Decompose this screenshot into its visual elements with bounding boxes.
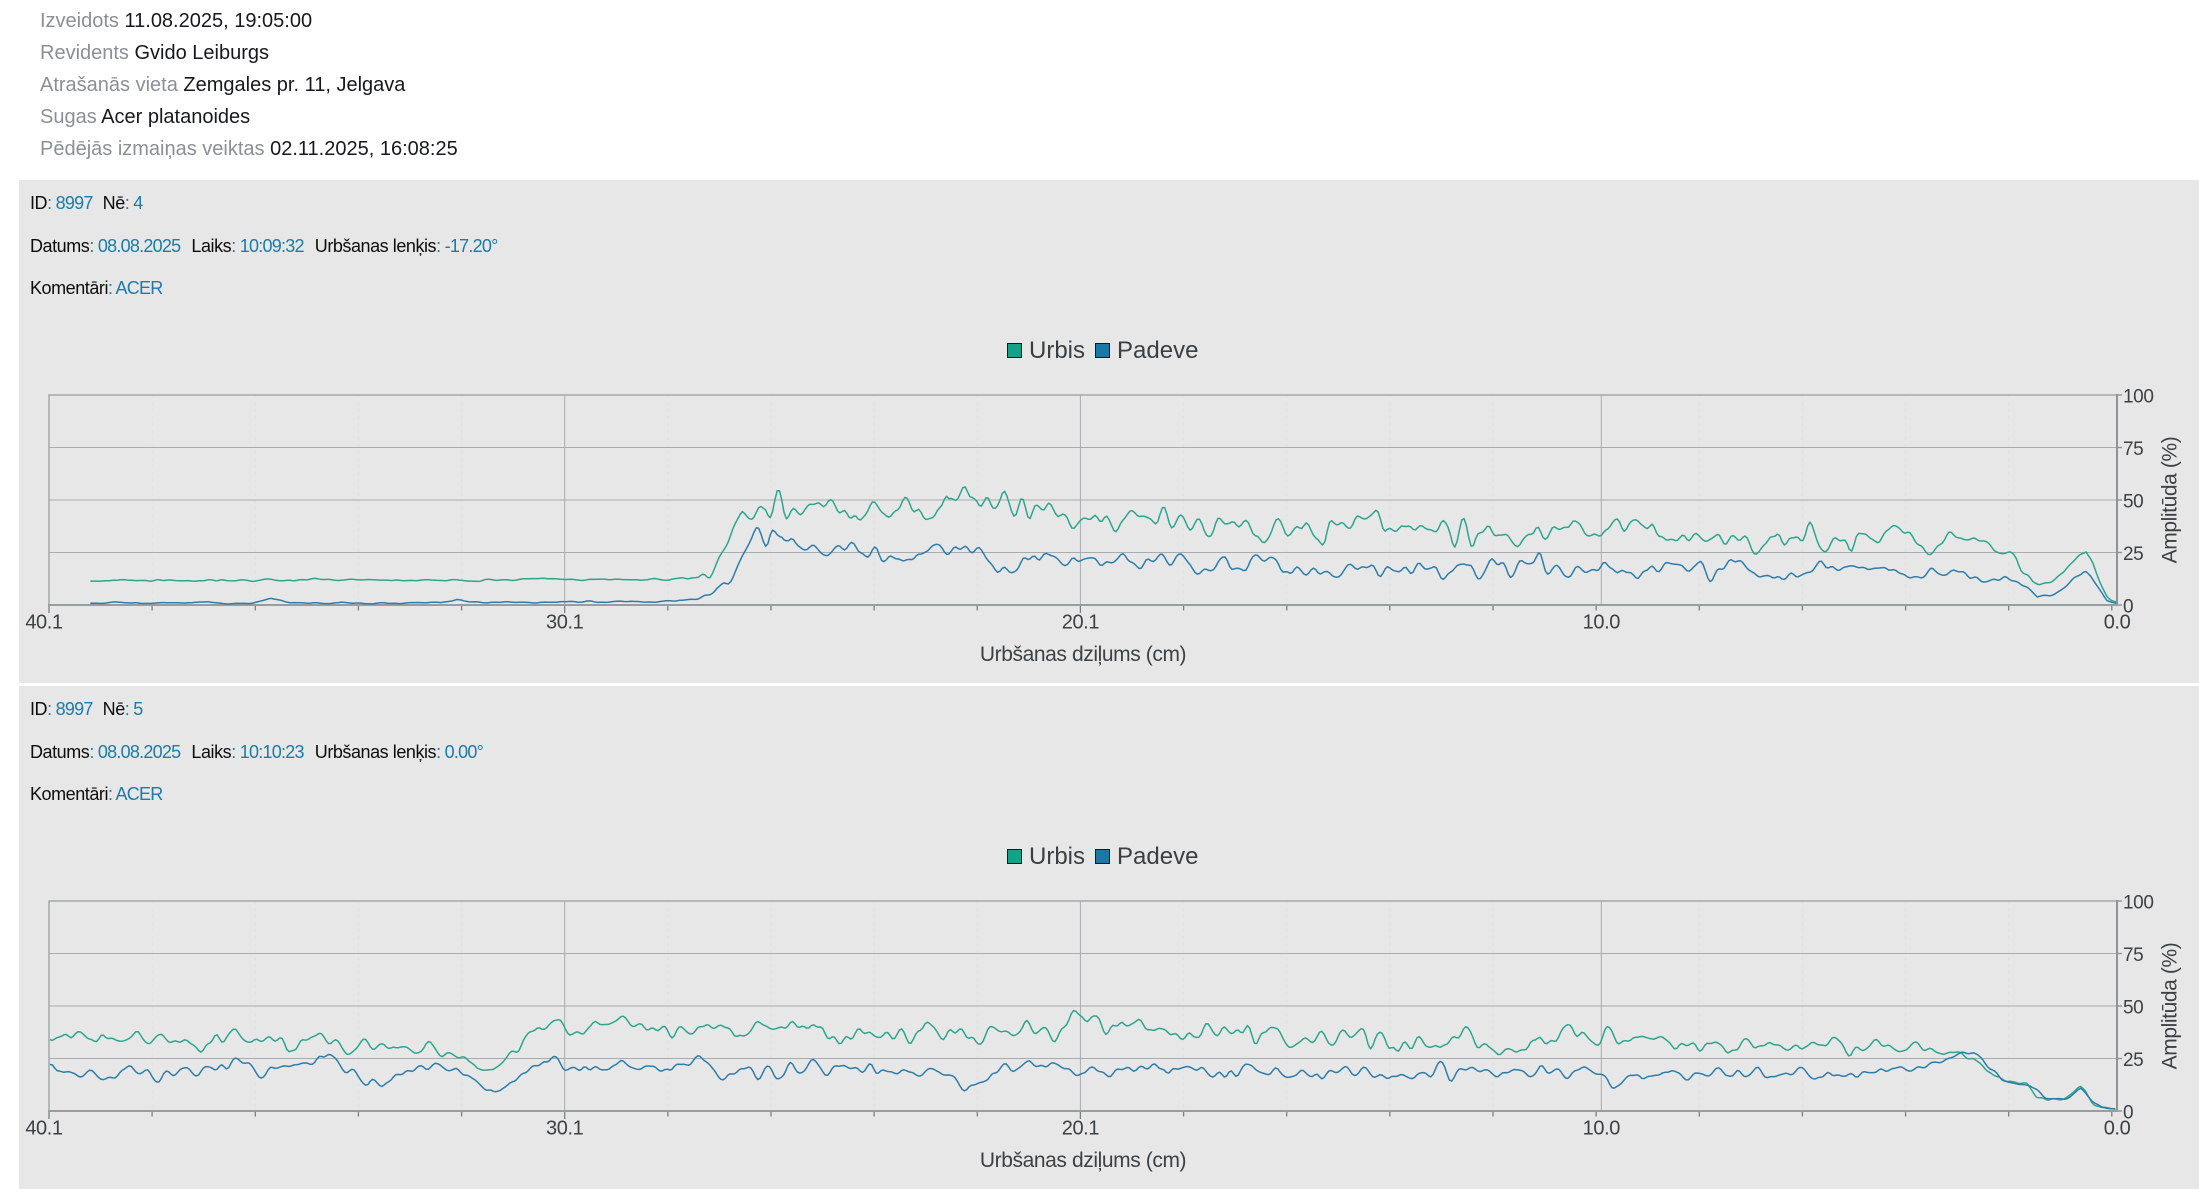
svg-text:50: 50 [2123,492,2143,513]
svg-text:75: 75 [2123,439,2143,460]
svg-text:0.0: 0.0 [2104,1118,2131,1140]
svg-text:100: 100 [2123,387,2154,408]
svg-text:25: 25 [2123,1050,2143,1071]
svg-text:50: 50 [2123,998,2143,1019]
svg-text:Urbšanas dziļums (cm): Urbšanas dziļums (cm) [980,643,1186,666]
svg-text:0: 0 [2123,597,2133,618]
svg-text:Amplitūda (%): Amplitūda (%) [2159,437,2182,564]
svg-text:Urbšanas dziļums (cm): Urbšanas dziļums (cm) [980,1149,1186,1172]
svg-text:30.1: 30.1 [546,1118,584,1140]
svg-text:25: 25 [2123,544,2143,565]
svg-text:30.1: 30.1 [546,612,584,634]
svg-text:0: 0 [2123,1103,2133,1124]
svg-text:100: 100 [2123,893,2154,914]
svg-text:10.0: 10.0 [1583,1118,1621,1140]
svg-text:75: 75 [2123,945,2143,966]
svg-text:20.1: 20.1 [1062,612,1100,634]
svg-text:40.1: 40.1 [25,1118,63,1140]
svg-text:40.1: 40.1 [25,612,63,634]
svg-text:20.1: 20.1 [1062,1118,1100,1140]
svg-text:10.0: 10.0 [1583,612,1621,634]
svg-text:Amplitūda (%): Amplitūda (%) [2159,943,2182,1070]
svg-text:0.0: 0.0 [2104,612,2131,634]
